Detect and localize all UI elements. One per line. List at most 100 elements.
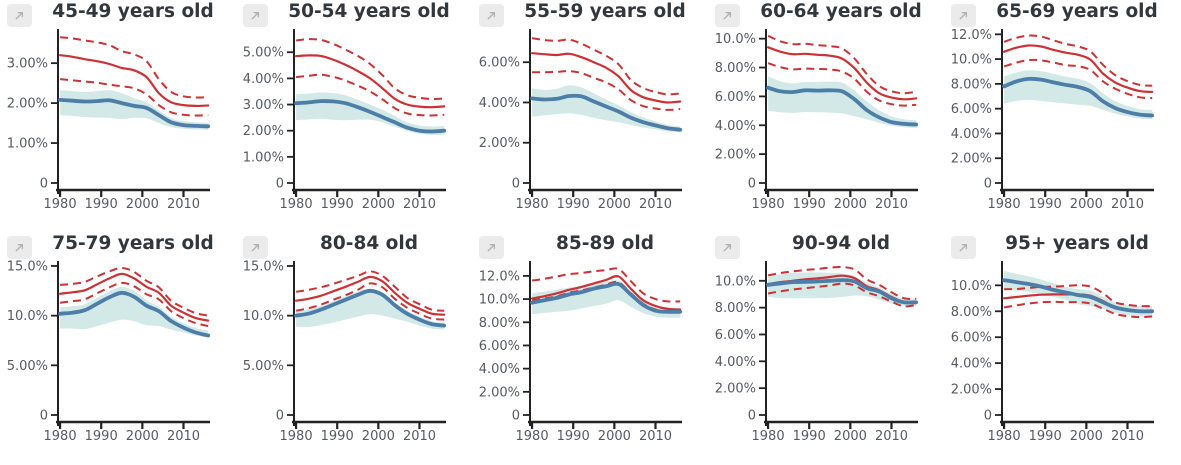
- y-tick-label: 0: [276, 409, 284, 424]
- chart-title: 45-49 years old: [52, 1, 214, 22]
- x-tick-label: 2010: [639, 197, 672, 212]
- y-tick-label: 6.00%: [951, 331, 992, 346]
- estimate-line: [766, 85, 919, 127]
- y-tick-label: 0: [512, 177, 520, 192]
- y-tick-label: 6.00%: [951, 102, 992, 117]
- y-tick-label: 0: [40, 409, 48, 424]
- x-tick-label: 1980: [752, 197, 785, 212]
- chart-plot[interactable]: 0 1.00% 2.00% 3.00% 1980 1990 2000 2010: [0, 0, 236, 232]
- comparison-ci-line: [532, 70, 681, 111]
- x-tick-label: 2010: [875, 429, 908, 444]
- y-tick-label: 8.00%: [715, 301, 756, 316]
- expand-button[interactable]: [243, 4, 268, 27]
- chart-panel: 95+ years old 0 2.00% 4.00% 6.00% 8.00% 10.0%…: [944, 232, 1180, 464]
- expand-button[interactable]: [951, 236, 976, 259]
- x-tick-label: 2000: [834, 429, 867, 444]
- expand-icon: [487, 11, 496, 20]
- expand-button[interactable]: [715, 4, 740, 27]
- y-tick-label: 10.0%: [715, 32, 756, 47]
- chart-panel: 45-49 years old 0 1.00% 2.00% 3.00% 1980 1990…: [0, 0, 236, 232]
- y-tick-label: 6.00%: [715, 328, 756, 343]
- chart-plot[interactable]: 0 1.00% 2.00% 3.00% 4.00% 5.00% 1980 1990 2000 20…: [236, 0, 472, 232]
- expand-button[interactable]: [479, 236, 504, 259]
- y-tick-label: 12.0%: [951, 28, 992, 43]
- comparison-ci-line: [1003, 34, 1153, 87]
- y-tick-label: 6.00%: [715, 90, 756, 105]
- y-tick-label: 4.00%: [951, 127, 992, 142]
- y-tick-label: 10.0%: [951, 53, 992, 68]
- expand-icon: [251, 243, 260, 252]
- estimate-line: [530, 93, 683, 132]
- x-tick-label: 2000: [362, 197, 395, 212]
- chart-title: 65-69 years old: [996, 1, 1158, 22]
- chart-plot[interactable]: 0 2.00% 4.00% 6.00% 8.00% 10.0% 1980 1990 2000 20…: [708, 0, 944, 232]
- expand-icon: [723, 11, 732, 20]
- estimate-line: [766, 278, 919, 305]
- x-tick-label: 1980: [988, 197, 1021, 212]
- comparison-line: [767, 46, 918, 101]
- comparison-ci-line: [295, 282, 445, 321]
- estimate-line: [58, 98, 211, 129]
- y-tick-label: 4.00%: [715, 355, 756, 370]
- x-tick-label: 2010: [167, 429, 200, 444]
- expand-button[interactable]: [243, 236, 268, 259]
- y-tick-label: 0: [748, 177, 756, 192]
- chart-plot[interactable]: 0 2.00% 4.00% 6.00% 8.00% 10.0% 12.0% 1980 1990 2…: [944, 0, 1180, 232]
- chart-title: 85-89 old: [556, 233, 654, 254]
- y-tick-label: 12.0%: [479, 269, 520, 284]
- x-tick-label: 1990: [557, 197, 590, 212]
- chart-plot[interactable]: 0 2.00% 4.00% 6.00% 8.00% 10.0% 1980 1990 2000 20…: [708, 232, 944, 464]
- comparison-ci-line: [767, 62, 917, 107]
- y-tick-label: 10.0%: [243, 309, 284, 324]
- y-tick-label: 3.00%: [243, 98, 284, 113]
- comparison-ci-line: [531, 267, 681, 303]
- y-tick-label: 10.0%: [951, 279, 992, 294]
- chart-plot[interactable]: 0 5.00% 10.0% 15.0% 1980 1990 2000 2010: [0, 232, 236, 464]
- x-tick-label: 2000: [126, 197, 159, 212]
- y-tick-label: 10.0%: [479, 293, 520, 308]
- y-tick-label: 0: [276, 177, 284, 192]
- expand-icon: [959, 243, 968, 252]
- expand-button[interactable]: [7, 236, 32, 259]
- comparison-line: [531, 275, 682, 311]
- y-tick-label: 4.00%: [715, 119, 756, 134]
- chart-plot[interactable]: 0 2.00% 4.00% 6.00% 8.00% 10.0% 1980 1990 2000 20…: [944, 232, 1180, 464]
- estimate-line: [1002, 278, 1155, 314]
- chart-plot[interactable]: 0 2.00% 4.00% 6.00% 8.00% 10.0% 12.0% 1980 1990 2…: [472, 232, 708, 464]
- comparison-line: [59, 272, 210, 322]
- y-tick-label: 2.00%: [479, 385, 520, 400]
- x-tick-label: 1980: [516, 197, 549, 212]
- y-tick-label: 0: [748, 409, 756, 424]
- x-tick-label: 1980: [44, 197, 77, 212]
- x-tick-label: 1990: [557, 429, 590, 444]
- comparison-line: [295, 275, 446, 316]
- chart-panel: 75-79 years old 0 5.00% 10.0% 15.0% 1980 1990…: [0, 232, 236, 464]
- y-tick-label: 5.00%: [243, 46, 284, 61]
- confidence-band: [60, 286, 209, 338]
- expand-button[interactable]: [7, 4, 32, 27]
- y-tick-label: 5.00%: [243, 359, 284, 374]
- y-tick-label: 4.00%: [479, 362, 520, 377]
- comparison-ci-line: [295, 270, 445, 312]
- expand-button[interactable]: [479, 4, 504, 27]
- chart-title: 95+ years old: [1005, 233, 1149, 254]
- comparison-line: [1003, 44, 1154, 93]
- x-tick-label: 2000: [1070, 197, 1103, 212]
- x-tick-label: 2010: [403, 429, 436, 444]
- x-tick-label: 2010: [403, 197, 436, 212]
- x-tick-label: 1980: [280, 197, 313, 212]
- x-tick-label: 1980: [752, 429, 785, 444]
- chart-plot[interactable]: 0 2.00% 4.00% 6.00% 1980 1990 2000 2010: [472, 0, 708, 232]
- expand-button[interactable]: [715, 236, 740, 259]
- expand-button[interactable]: [951, 4, 976, 27]
- y-tick-label: 8.00%: [951, 305, 992, 320]
- x-tick-label: 2010: [1111, 197, 1144, 212]
- y-tick-label: 2.00%: [951, 383, 992, 398]
- comparison-ci-line: [60, 281, 209, 328]
- chart-title: 90-94 old: [792, 233, 890, 254]
- comparison-line: [59, 54, 210, 108]
- chart-panel: 85-89 old 0 2.00% 4.00% 6.00% 8.00% 10.0% 12.0…: [472, 232, 708, 464]
- chart-plot[interactable]: 0 5.00% 10.0% 15.0% 1980 1990 2000 2010: [236, 232, 472, 464]
- comparison-ci-line: [531, 37, 681, 96]
- comparison-line: [531, 52, 682, 104]
